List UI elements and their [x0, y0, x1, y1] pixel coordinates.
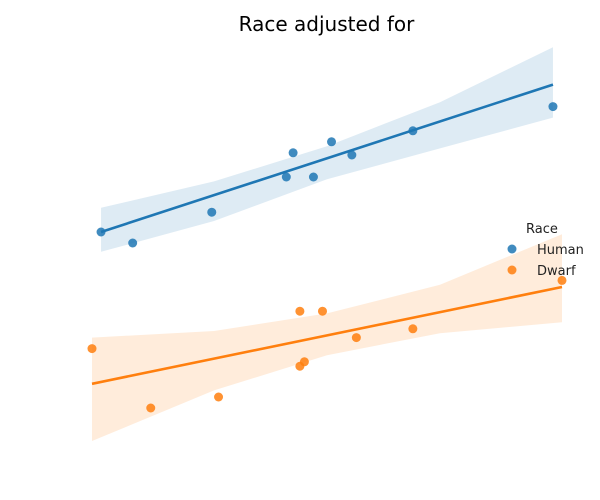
- regression-lines: [91, 83, 563, 386]
- data-point-human-4: [288, 148, 298, 158]
- chart-title: Race adjusted for: [238, 12, 415, 36]
- data-point-dwarf-3: [295, 306, 305, 316]
- data-point-dwarf-9: [557, 275, 567, 285]
- data-point-human-1: [128, 238, 138, 248]
- legend-label-dwarf: Dwarf: [537, 264, 576, 279]
- data-point-dwarf-6: [317, 306, 327, 316]
- regression-line-human: [100, 83, 554, 234]
- data-point-dwarf-5: [299, 357, 309, 367]
- data-point-human-7: [347, 150, 357, 160]
- data-point-human-9: [548, 102, 558, 112]
- data-point-dwarf-8: [408, 324, 418, 334]
- data-point-dwarf-0: [87, 344, 97, 354]
- data-point-dwarf-7: [351, 333, 361, 343]
- data-point-human-0: [96, 227, 106, 237]
- confidence-band-human: [101, 47, 553, 252]
- legend-marker-human: [507, 244, 517, 254]
- legend-title: Race: [526, 222, 558, 237]
- data-point-human-8: [408, 126, 418, 136]
- data-point-human-3: [281, 172, 291, 182]
- legend-marker-dwarf: [507, 265, 517, 275]
- data-points: [87, 102, 567, 413]
- data-point-dwarf-2: [214, 392, 224, 402]
- regression-line-dwarf: [91, 285, 563, 386]
- data-point-dwarf-1: [146, 403, 156, 413]
- legend-label-human: Human: [537, 243, 584, 258]
- legend: Race Human Dwarf: [507, 222, 584, 279]
- data-point-human-5: [308, 172, 318, 182]
- confidence-bands: [92, 47, 562, 441]
- data-point-human-2: [207, 207, 217, 217]
- data-point-human-6: [327, 137, 337, 147]
- confidence-band-dwarf: [92, 234, 562, 441]
